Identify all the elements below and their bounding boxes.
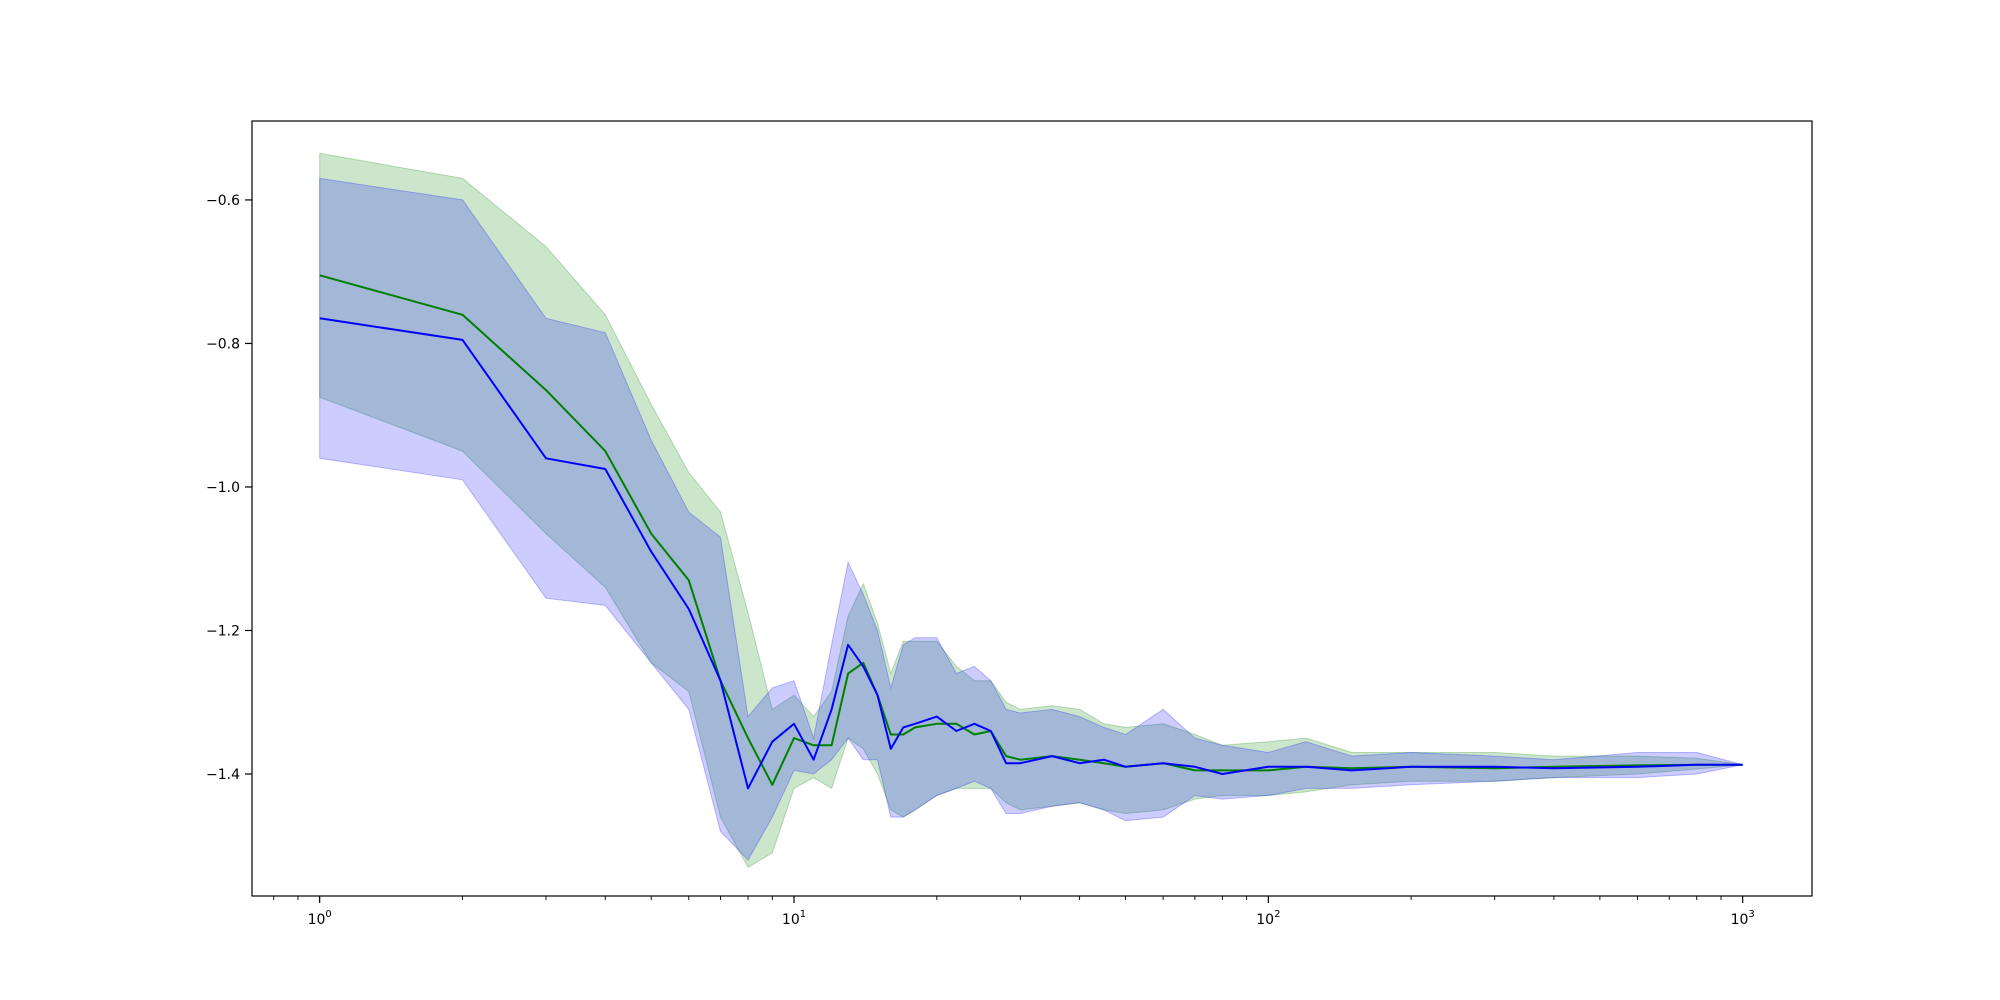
y-tick-label: −0.8 — [206, 336, 240, 352]
x-tick-label-exponent: 0 — [325, 909, 331, 920]
series-2-point-31 — [1268, 766, 1269, 767]
series-2-point-14 — [877, 695, 878, 696]
series-2-point-32 — [1305, 766, 1306, 767]
series-2-point-15 — [890, 748, 891, 749]
x-tick-label-exponent: 1 — [800, 909, 806, 920]
x-tick-label-base: 10 — [782, 912, 800, 928]
series-1-point-3 — [605, 451, 606, 452]
series-1-point-5 — [688, 580, 689, 581]
x-tick-label-base: 10 — [1731, 912, 1749, 928]
series-2-point-35 — [1494, 766, 1495, 767]
series-2-point-13 — [863, 666, 864, 667]
series-2-point-23 — [1020, 763, 1021, 764]
series-2-point-28 — [1163, 763, 1164, 764]
series-1-point-15 — [890, 734, 891, 735]
series-1-point-36 — [1553, 766, 1554, 767]
x-tick-label-exponent: 2 — [1274, 909, 1280, 920]
series-2-point-16 — [903, 727, 904, 728]
x-axis: 100 101 102 103 — [273, 896, 1755, 928]
series-2-point-18 — [936, 716, 937, 717]
series-2-point-25 — [1079, 763, 1080, 764]
series-1-point-17 — [915, 727, 916, 728]
series-1-point-18 — [936, 723, 937, 724]
series-2-point-0 — [319, 318, 320, 319]
series-2-point-3 — [605, 468, 606, 469]
series-1-point-8 — [772, 784, 773, 785]
plot-area-frame — [251, 120, 1813, 897]
y-tick-label: −1.0 — [206, 480, 240, 496]
series-1-point-1 — [462, 314, 463, 315]
series-2-point-11 — [831, 709, 832, 710]
series-1-point-7 — [747, 738, 748, 739]
series-1-point-10 — [813, 745, 814, 746]
series-2-point-7 — [747, 788, 748, 789]
series-2-point-24 — [1052, 756, 1053, 757]
series-2-point-19 — [956, 730, 957, 731]
series-1-point-29 — [1194, 770, 1195, 771]
y-tick-label: −1.4 — [206, 767, 240, 783]
series-1-point-2 — [545, 390, 546, 391]
series-1-point-31 — [1268, 770, 1269, 771]
x-tick-label: 101 — [782, 909, 806, 928]
series-1-band — [319, 152, 1743, 868]
series-2-line — [319, 317, 1743, 790]
series-2-point-27 — [1125, 766, 1126, 767]
series-1 — [319, 274, 1743, 786]
series-2-point-21 — [990, 730, 991, 731]
series-2-point-8 — [772, 741, 773, 742]
series-1-point-12 — [848, 673, 849, 674]
series-2-point-29 — [1194, 766, 1195, 767]
series-1-point-16 — [903, 734, 904, 735]
series-2-point-6 — [720, 680, 721, 681]
series-1-point-11 — [831, 745, 832, 746]
series-1-point-13 — [863, 662, 864, 663]
x-tick-label: 100 — [308, 909, 332, 928]
series-2-point-17 — [915, 723, 916, 724]
series-lines — [319, 274, 1743, 790]
series-2-point-30 — [1222, 773, 1223, 774]
series-2-point-33 — [1351, 770, 1352, 771]
confidence-bands — [319, 152, 1743, 868]
series-2-point-22 — [1006, 763, 1007, 764]
series-2-point-9 — [793, 723, 794, 724]
x-tick-label: 103 — [1731, 909, 1755, 928]
series-2-band — [319, 177, 1743, 861]
series-2-point-36 — [1553, 768, 1554, 769]
x-tick-label: 102 — [1256, 909, 1280, 928]
series-2-point-20 — [974, 723, 975, 724]
series-1-point-20 — [974, 734, 975, 735]
series-2-point-37 — [1637, 766, 1638, 767]
series-1-point-9 — [793, 738, 794, 739]
series-2 — [319, 317, 1743, 790]
y-tick-label: −0.6 — [206, 193, 240, 209]
series-2-point-38 — [1696, 764, 1697, 765]
series-1-point-19 — [956, 723, 957, 724]
series-2-point-10 — [813, 759, 814, 760]
x-tick-label-exponent: 3 — [1748, 909, 1754, 920]
series-2-point-34 — [1411, 766, 1412, 767]
series-1-point-35 — [1494, 768, 1495, 769]
series-2-point-2 — [545, 458, 546, 459]
series-1-point-23 — [1020, 759, 1021, 760]
series-1-point-22 — [1006, 756, 1007, 757]
series-1-point-33 — [1351, 768, 1352, 769]
series-1-point-25 — [1079, 759, 1080, 760]
x-tick-label-base: 10 — [1256, 912, 1274, 928]
series-2-point-26 — [1103, 759, 1104, 760]
series-2-point-4 — [651, 551, 652, 552]
x-tick-label-base: 10 — [308, 912, 326, 928]
series-1-point-26 — [1103, 763, 1104, 764]
series-1-point-0 — [319, 275, 320, 276]
y-axis: −1.4 −1.2 −1.0 −0.8 −0.6 — [206, 193, 252, 783]
series-2-point-12 — [848, 644, 849, 645]
series-1-point-30 — [1222, 770, 1223, 771]
y-tick-label: −1.2 — [206, 623, 240, 639]
series-2-point-1 — [462, 339, 463, 340]
series-1-point-4 — [651, 533, 652, 534]
series-2-point-5 — [688, 608, 689, 609]
series-2-point-39 — [1742, 764, 1743, 765]
series-1-line — [319, 274, 1743, 786]
